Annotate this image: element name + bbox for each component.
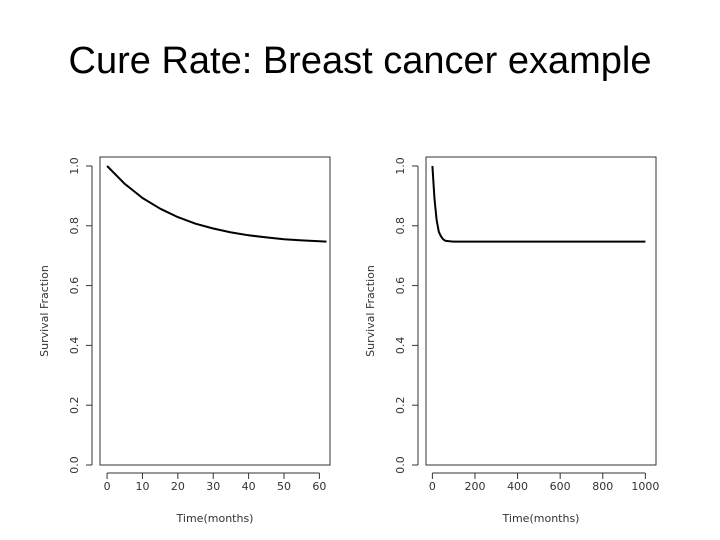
x-tick-label: 600 (550, 480, 571, 493)
y-tick-label: 0.0 (68, 456, 81, 474)
survival-curve (431, 165, 646, 243)
y-tick-label: 0.2 (394, 396, 407, 414)
y-tick-label: 0.8 (68, 217, 81, 235)
plot-frame (425, 156, 657, 466)
x-tick-label: 40 (242, 480, 256, 493)
slide-title: Cure Rate: Breast cancer example (68, 40, 652, 82)
x-tick-label: 800 (592, 480, 613, 493)
x-tick-label: 0 (429, 480, 436, 493)
y-tick-label: 1.0 (394, 157, 407, 175)
y-tick-label: 0.6 (394, 277, 407, 295)
x-tick-label: 1000 (631, 480, 659, 493)
plot-frame (99, 156, 331, 466)
x-tick-label: 200 (464, 480, 485, 493)
y-tick-label: 1.0 (68, 157, 81, 175)
x-axis-title: Time(months) (502, 512, 580, 525)
y-tick-label: 0.0 (394, 456, 407, 474)
x-tick-label: 50 (277, 480, 291, 493)
x-tick-label: 20 (171, 480, 185, 493)
y-tick-label: 0.4 (394, 337, 407, 355)
y-tick-label: 0.8 (394, 217, 407, 235)
x-tick-label: 0 (104, 480, 111, 493)
x-tick-label: 30 (206, 480, 220, 493)
y-tick-label: 0.6 (68, 277, 81, 295)
x-tick-label: 60 (312, 480, 326, 493)
x-tick-label: 10 (135, 480, 149, 493)
x-tick-label: 400 (507, 480, 528, 493)
y-tick-label: 0.4 (68, 337, 81, 355)
y-tick-label: 0.2 (68, 396, 81, 414)
y-axis-title: Survival Fraction (38, 265, 51, 357)
x-axis-title: Time(months) (176, 512, 254, 525)
y-axis-title: Survival Fraction (364, 265, 377, 357)
survival-curve (106, 165, 327, 243)
